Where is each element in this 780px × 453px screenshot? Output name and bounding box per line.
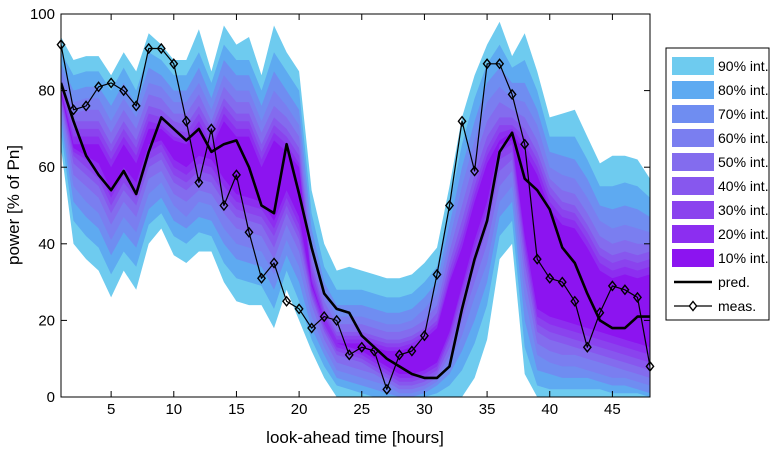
legend-label: 60% int. xyxy=(718,130,769,146)
y-tick-label: 100 xyxy=(30,6,55,23)
x-tick-label: 15 xyxy=(228,401,245,418)
legend-label: 40% int. xyxy=(718,178,769,194)
y-tick-label: 60 xyxy=(38,159,55,176)
meas-point xyxy=(231,169,241,181)
meas-point xyxy=(294,303,304,315)
meas-point xyxy=(595,307,605,319)
meas-point xyxy=(194,176,204,189)
legend: 90% int. 80% int. 70% int. 60% int. 50% int.… xyxy=(665,47,770,321)
plot-area xyxy=(56,21,655,397)
meas-point xyxy=(419,330,429,342)
meas-point xyxy=(545,272,555,284)
meas-point xyxy=(269,257,279,269)
x-tick-label: 10 xyxy=(165,401,182,418)
legend-swatch xyxy=(672,153,714,171)
meas-point xyxy=(532,253,542,265)
meas-point xyxy=(344,349,354,361)
pred-line xyxy=(61,82,650,380)
y-tick-label: 0 xyxy=(47,389,55,406)
legend-label: 50% int. xyxy=(718,154,769,170)
legend-swatch xyxy=(672,225,714,243)
meas-point xyxy=(620,284,630,296)
y-axis-label: power [% of Pn] xyxy=(4,145,23,265)
meas-point xyxy=(244,226,254,238)
meas-point xyxy=(206,123,216,135)
legend-swatch xyxy=(672,57,714,75)
meas-point xyxy=(607,280,617,292)
legend-swatch xyxy=(672,201,714,219)
meas-point xyxy=(181,115,191,127)
meas-point xyxy=(520,138,530,150)
meas-point xyxy=(307,322,317,334)
y-tick-label: 20 xyxy=(38,312,55,329)
meas-point xyxy=(570,295,580,307)
meas-point xyxy=(94,81,104,93)
meas-point xyxy=(507,88,517,101)
meas-point xyxy=(557,276,567,288)
meas-point xyxy=(219,199,229,212)
meas-point xyxy=(131,100,141,112)
meas-point xyxy=(319,310,329,323)
meas-point xyxy=(432,268,442,281)
meas-point xyxy=(156,42,166,55)
meas-point xyxy=(144,42,154,55)
legend-swatch xyxy=(672,81,714,99)
legend-swatch xyxy=(672,249,714,267)
plot-frame xyxy=(60,13,651,398)
x-tick-label: 40 xyxy=(541,401,558,418)
interval-band-8 xyxy=(61,90,650,378)
legend-label: pred. xyxy=(718,274,750,290)
meas-line xyxy=(61,44,650,390)
meas-point xyxy=(257,272,267,284)
y-tick-label: 40 xyxy=(38,236,55,253)
legend-label: 10% int. xyxy=(718,250,769,266)
meas-point xyxy=(632,291,642,304)
meas-point xyxy=(470,165,480,177)
legend-label: 70% int. xyxy=(718,106,769,122)
meas-point xyxy=(169,58,179,70)
meas-point xyxy=(106,77,116,89)
meas-point xyxy=(382,383,392,395)
meas-point xyxy=(81,100,91,112)
legend-label: 30% int. xyxy=(718,202,769,218)
meas-point xyxy=(495,58,505,70)
legend-label: 20% int. xyxy=(718,226,769,242)
meas-point xyxy=(444,199,454,212)
legend-swatch xyxy=(672,177,714,195)
y-tick-label: 80 xyxy=(38,83,55,100)
x-tick-label: 5 xyxy=(107,401,115,418)
meas-point xyxy=(282,295,292,307)
legend-label: 80% int. xyxy=(718,82,769,98)
meas-point xyxy=(369,345,379,357)
x-tick-label: 45 xyxy=(604,401,621,418)
meas-point xyxy=(582,341,592,353)
meas-point xyxy=(482,58,492,70)
legend-label: meas. xyxy=(718,298,756,314)
x-tick-label: 35 xyxy=(479,401,496,418)
legend-swatch xyxy=(672,129,714,147)
axes: 5 10 15 20 25 30 35 40 45 0 20 40 60 80 100 xyxy=(30,6,651,418)
legend-marker xyxy=(688,300,698,312)
legend-swatch xyxy=(672,105,714,123)
legend-label: 90% int. xyxy=(718,58,769,74)
x-tick-label: 25 xyxy=(353,401,370,418)
meas-point xyxy=(69,104,79,116)
meas-point xyxy=(407,345,417,357)
meas-point xyxy=(394,349,404,361)
x-tick-label: 30 xyxy=(416,401,433,418)
meas-point xyxy=(332,314,342,327)
x-axis-label: look-ahead time [hours] xyxy=(266,428,444,447)
meas-point xyxy=(119,84,129,97)
interval-band-9 xyxy=(61,90,650,374)
meas-point xyxy=(357,341,367,353)
meas-point xyxy=(457,115,467,127)
x-tick-label: 20 xyxy=(291,401,308,418)
